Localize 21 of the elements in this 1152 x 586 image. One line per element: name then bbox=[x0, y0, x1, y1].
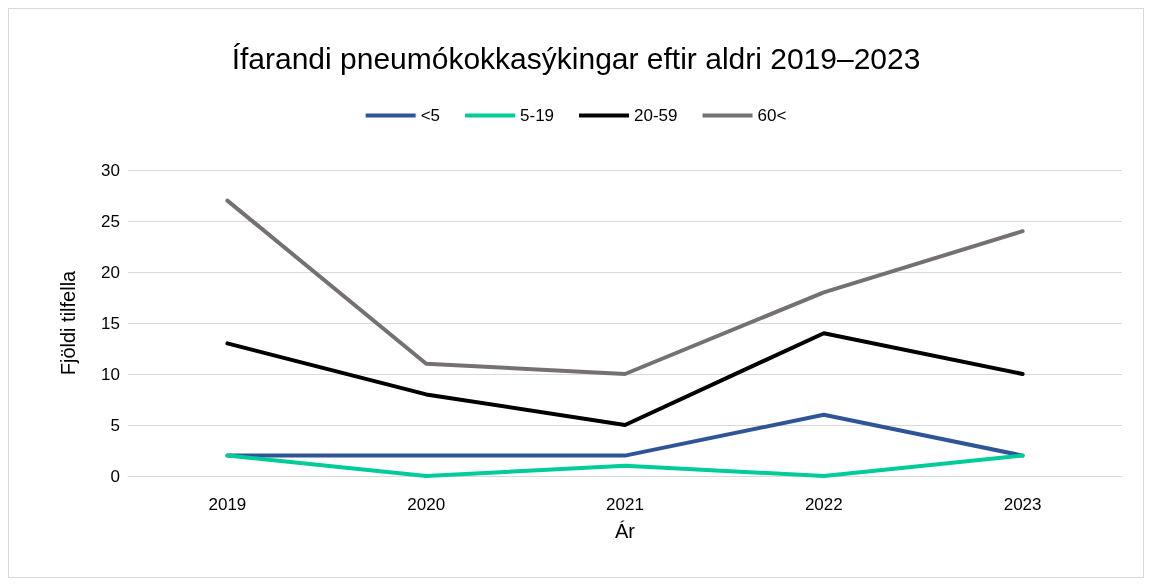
y-tick-label: 0 bbox=[110, 466, 120, 486]
legend-label: 60< bbox=[757, 106, 787, 125]
y-axis-title: Fjöldi tilfella bbox=[57, 269, 79, 376]
y-tick-label: 10 bbox=[101, 364, 120, 384]
x-tick-label: 2022 bbox=[804, 495, 843, 514]
y-tick-label: 5 bbox=[110, 415, 120, 435]
legend-label: <5 bbox=[420, 106, 441, 125]
y-tick-label: 20 bbox=[101, 262, 120, 282]
y-tick-label: 30 bbox=[101, 160, 120, 180]
legend-label: 20-59 bbox=[634, 106, 678, 125]
chart-title: Ífarandi pneumókokkasýkingar eftir aldri 2019–2023 bbox=[231, 41, 921, 75]
y-tick-label: 15 bbox=[101, 313, 120, 333]
x-tick-label: 2019 bbox=[208, 495, 247, 514]
x-tick-label: 2021 bbox=[606, 495, 644, 514]
x-tick-label: 2023 bbox=[1003, 495, 1042, 514]
y-tick-label: 25 bbox=[101, 211, 120, 231]
x-tick-label: 2020 bbox=[407, 495, 446, 514]
line-series bbox=[225, 331, 1025, 427]
line-series bbox=[225, 198, 1025, 376]
x-axis-title: Ár bbox=[615, 520, 636, 542]
legend-label: 5-19 bbox=[520, 106, 555, 125]
